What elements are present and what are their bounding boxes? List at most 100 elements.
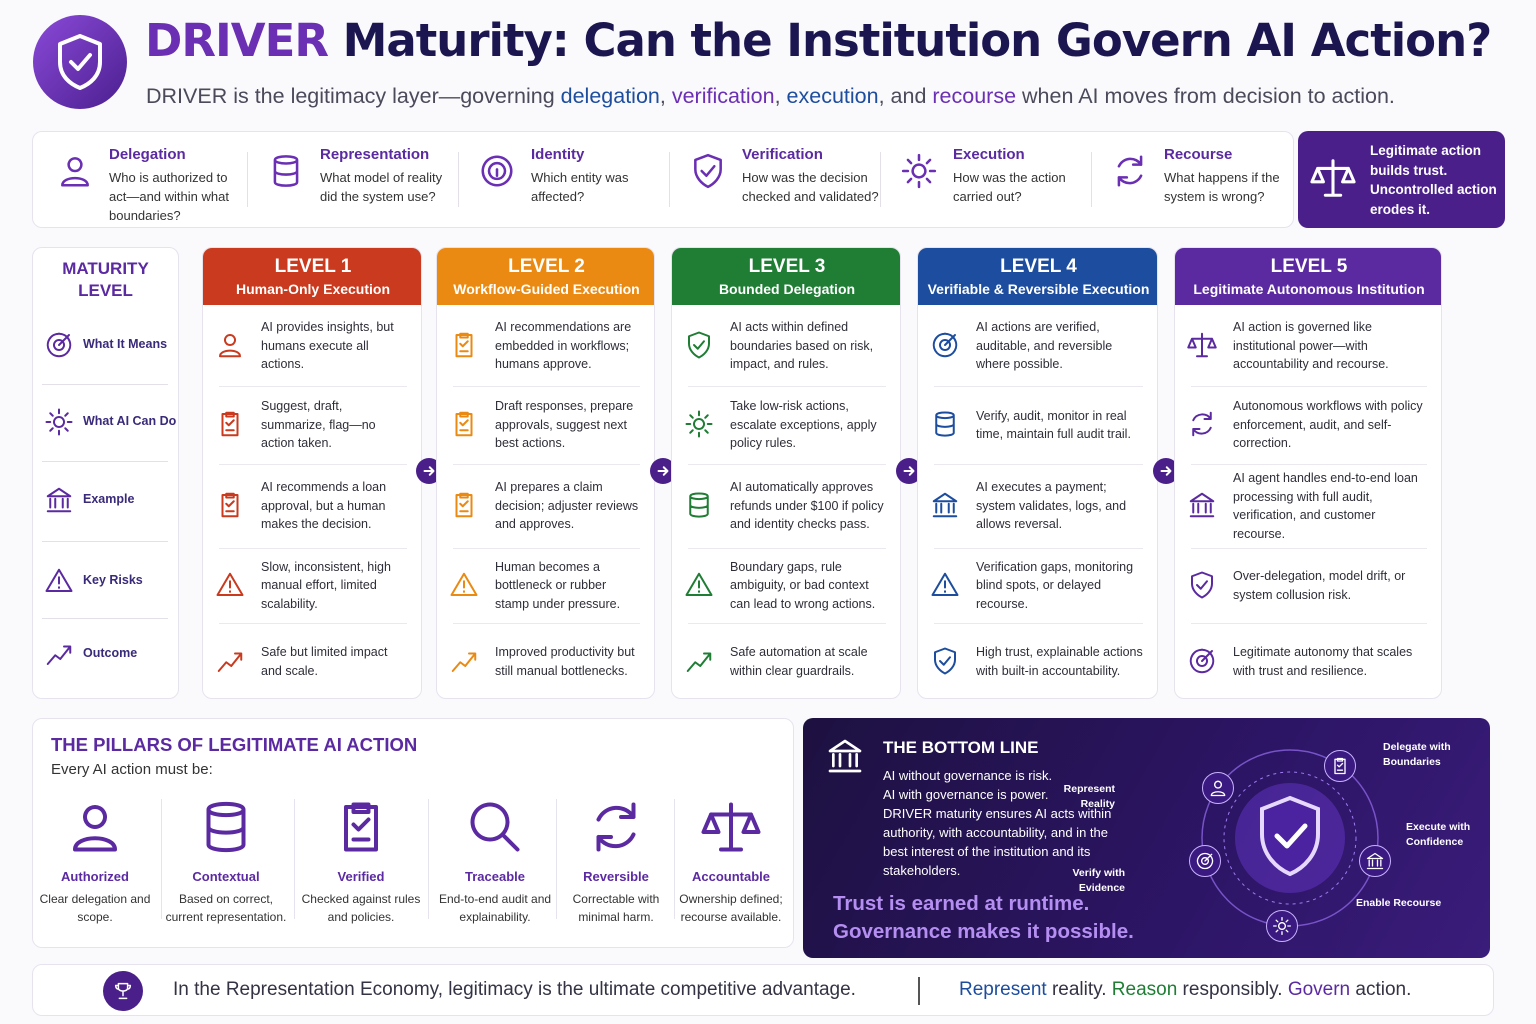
cell-icon — [685, 572, 713, 596]
row-icon — [45, 408, 73, 436]
cell-content: AI acts within defined boundaries based … — [730, 320, 874, 372]
level-header: LEVEL 4 Verifiable & Reversible Execution — [918, 248, 1157, 305]
footer: In the Representation Economy, legitimac… — [32, 964, 1494, 1016]
cell-content: Draft responses, prepare approvals, sugg… — [495, 399, 634, 451]
cell-divider — [453, 464, 640, 465]
cell-content: Autonomous workflows with policy enforce… — [1233, 399, 1423, 451]
cell-text: AI recommendations are embedded in workf… — [495, 306, 642, 386]
cell-content: Verify, audit, monitor in real time, mai… — [976, 408, 1131, 442]
icon-shape — [1160, 466, 1172, 476]
bottom-line-body: AI without governance is risk. AI with go… — [883, 766, 1133, 880]
logo — [33, 15, 127, 109]
cell-content: Verification gaps, monitoring blind spot… — [976, 559, 1134, 611]
strip-desc: How was the action carried out? — [953, 170, 1066, 204]
cell-icon — [1187, 332, 1217, 358]
cell-divider — [1191, 386, 1427, 387]
cell-content: AI automatically approves refunds under … — [730, 480, 884, 532]
body-line: AI without governance is risk. — [883, 768, 1053, 783]
icon-shape — [451, 652, 477, 672]
ring-node — [1188, 844, 1221, 877]
icon-shape — [688, 331, 710, 359]
icon-shape — [73, 805, 117, 852]
cell-content: AI action is governed like institutional… — [1233, 320, 1389, 372]
pillars-heading: THE PILLARS OF LEGITIMATE AI ACTION — [51, 734, 418, 755]
tagline: Trust is earned at runtime. Governance ma… — [833, 890, 1173, 946]
cell-text: AI agent handles end-to-end loan process… — [1233, 464, 1429, 548]
icon-shape — [686, 652, 712, 672]
icon-shape — [344, 802, 378, 852]
strip-desc: What happens if the system is wrong? — [1164, 170, 1280, 204]
pillar-title: Authorized — [61, 869, 129, 884]
strip-desc: What model of reality did the system use… — [320, 170, 443, 204]
pillar-icon — [73, 805, 117, 852]
cell-text: Suggest, draft, summarize, flag—no actio… — [261, 386, 409, 464]
icon-shape — [1189, 492, 1215, 518]
strip-divider — [1091, 152, 1092, 207]
cell-icon — [935, 411, 955, 437]
row-icon — [46, 487, 72, 513]
level-number: LEVEL 5 — [1270, 256, 1348, 277]
subtitle: DRIVER is the legitimacy layer—governing… — [146, 84, 1536, 109]
cell-icon — [685, 410, 713, 438]
pillar-divider — [428, 799, 429, 919]
pillar-desc: End-to-end audit and explainability. — [438, 892, 552, 924]
driver-strip — [32, 131, 1294, 228]
pillar-icon — [470, 802, 520, 852]
cell-divider — [688, 548, 886, 549]
strip-title: Verification — [742, 146, 823, 163]
level-name: Verifiable & Reversible Execution — [927, 281, 1150, 297]
pillar-title: Accountable — [691, 869, 770, 884]
text-segment: when AI moves from decision to action. — [1016, 84, 1395, 108]
pillar-title: Traceable — [465, 869, 525, 884]
cell-divider — [219, 548, 407, 549]
cell-icon — [932, 492, 958, 518]
strip-desc: How was the decision checked and validat… — [742, 170, 879, 204]
cell-icon — [450, 572, 478, 596]
title: DRIVER Maturity: Can the Institution Gov… — [145, 14, 1535, 67]
strip-divider — [458, 152, 459, 207]
icon-shape — [657, 466, 669, 476]
icon-shape — [1191, 571, 1213, 598]
cell-divider — [934, 386, 1143, 387]
pillar-divider — [673, 799, 675, 919]
cell-text: AI provides insights, but humans execute… — [261, 306, 409, 386]
icon-shape — [1310, 159, 1356, 197]
text-segment: , — [659, 84, 672, 108]
icon-shape — [1192, 411, 1212, 437]
cell-icon — [1191, 571, 1213, 598]
trophy-icon — [114, 982, 132, 1000]
bottom-line-panel: THE BOTTOM LINE AI without governance is … — [803, 718, 1490, 958]
icon-shape — [1334, 757, 1347, 775]
row-label: Example — [83, 492, 135, 506]
cell-content: Safe automation at scale within clear gu… — [730, 645, 868, 678]
row-label: Outcome — [83, 646, 138, 660]
icon-shape — [61, 157, 89, 187]
cell-divider — [453, 386, 640, 387]
cell-text: Safe but limited impact and scale. — [261, 623, 409, 698]
icon-shape — [689, 492, 709, 518]
text-segment: responsibly. — [1177, 979, 1288, 1000]
icon-shape — [901, 153, 937, 189]
cell-content: Human becomes a bottleneck or rubber sta… — [495, 559, 621, 611]
ring-node — [1324, 749, 1357, 782]
strip-divider — [669, 152, 670, 207]
text-segment: Represent — [959, 979, 1047, 1000]
cell-content: AI agent handles end-to-end loan process… — [1233, 471, 1418, 541]
icon-shape — [932, 492, 958, 518]
text-segment: DRIVER is the legitimacy layer—governing — [146, 84, 561, 108]
cell-divider — [934, 623, 1143, 624]
pillar-icon — [701, 802, 761, 852]
cell-content: High trust, explainable actions with bui… — [976, 645, 1143, 678]
node-icon — [1334, 757, 1347, 775]
footer-statement: In the Representation Economy, legitimac… — [173, 979, 856, 1000]
cell-text: AI prepares a claim decision; adjuster r… — [495, 464, 642, 548]
cell-text: Improved productivity but still manual b… — [495, 623, 642, 698]
icon-shape — [1196, 852, 1214, 869]
icon-shape — [423, 466, 435, 476]
node-label: Execute with Confidence — [1406, 821, 1471, 848]
cell-icon — [455, 332, 473, 358]
cell-divider — [219, 464, 407, 465]
cell-icon — [219, 334, 241, 358]
cell-content: AI recommends a loan approval, but a hum… — [261, 480, 387, 532]
cell-icon — [455, 411, 473, 437]
